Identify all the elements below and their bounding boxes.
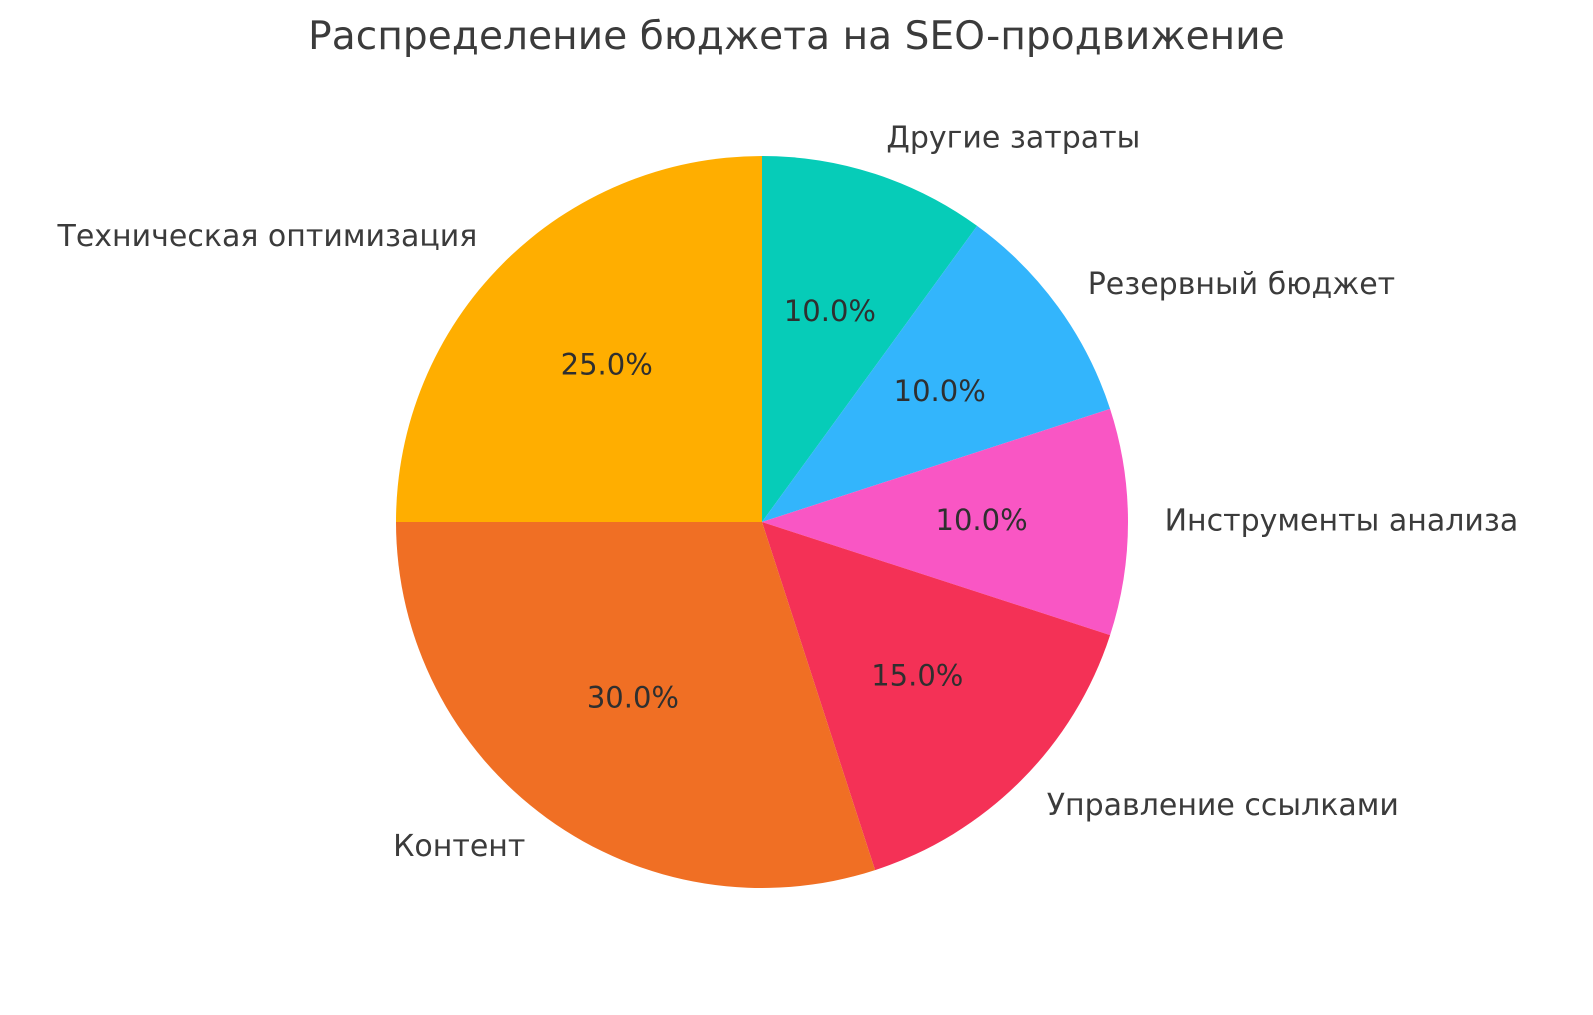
pie-slice[interactable] [396,156,762,522]
pie-slice-percent-label: 10.0% [894,374,986,408]
pie-slice[interactable] [762,522,1111,871]
pie-slice[interactable] [762,156,978,522]
pie-slice[interactable] [762,225,1111,522]
pie-slice-category-label: Другие затраты [886,121,1140,156]
pie-category-labels-group: Другие затраты Резервный бюджет Инструмент… [57,121,1519,865]
pie-slice-percent-label: 10.0% [936,503,1028,537]
pie-slice-percent-label: 10.0% [784,294,876,328]
pie-slice-percent-label: 15.0% [871,658,963,692]
pie-slice-percent-label: 30.0% [587,681,679,715]
page-title: Распределение бюджета на SEO-продвижение [308,14,1285,59]
pie-slice[interactable] [396,522,876,889]
pie-slice-category-label: Инструменты анализа [1165,504,1519,539]
pie-slice-category-label: Резервный бюджет [1088,267,1395,302]
pie-slices-group [396,156,1129,889]
pie-slice-category-label: Управление ссылками [1047,788,1399,823]
pie-slice-percent-label: 25.0% [561,348,653,382]
pie-slice-category-label: Контент [393,829,525,864]
pie-slice-category-label: Техническая оптимизация [57,219,478,254]
pie-percent-labels-group: 10.0% 10.0% 10.0% 15.0% 30.0% 25.0% [561,294,1028,715]
pie-slice[interactable] [762,408,1129,636]
